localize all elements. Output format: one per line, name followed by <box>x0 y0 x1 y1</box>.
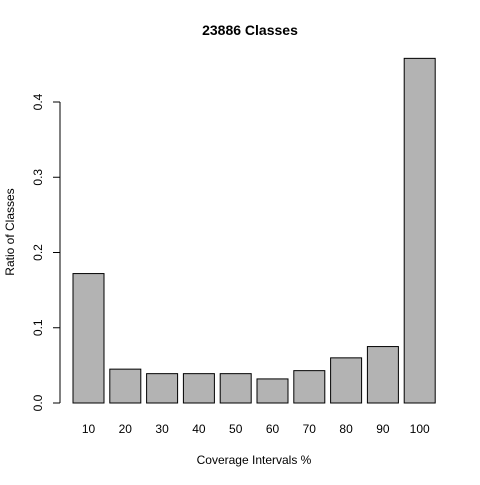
bar <box>330 357 363 404</box>
x-tick-label: 50 <box>229 422 243 436</box>
x-axis-label: Coverage Intervals % <box>197 453 312 467</box>
chart-title: 23886 Classes <box>202 22 298 38</box>
x-tick-label: 100 <box>410 422 430 436</box>
y-tick-label: 0.2 <box>31 244 45 261</box>
y-tick-label: 0.3 <box>31 169 45 186</box>
bar <box>219 373 252 404</box>
x-tick-label: 20 <box>119 422 133 436</box>
x-tick-label: 40 <box>192 422 206 436</box>
y-axis: 0.0 0.1 0.2 0.3 0.4 <box>31 93 61 411</box>
bar <box>293 370 326 404</box>
y-axis-label: Ratio of Classes <box>3 188 17 275</box>
bar <box>109 368 142 404</box>
bars-group <box>72 57 436 404</box>
bar <box>366 346 399 404</box>
x-tick-label: 90 <box>376 422 390 436</box>
x-tick-label: 30 <box>155 422 169 436</box>
bar <box>146 373 179 404</box>
x-tick-label: 10 <box>82 422 96 436</box>
y-tick-label: 0.0 <box>31 394 45 411</box>
x-tick-labels: 10 20 30 40 50 60 70 80 90 100 <box>82 422 430 436</box>
x-tick-label: 80 <box>339 422 353 436</box>
bar <box>72 273 105 404</box>
y-tick-label: 0.4 <box>31 93 45 110</box>
bar <box>256 378 289 404</box>
x-tick-label: 60 <box>266 422 280 436</box>
bar <box>403 57 436 404</box>
bar <box>182 373 215 404</box>
x-tick-label: 70 <box>303 422 317 436</box>
y-tick-label: 0.1 <box>31 319 45 336</box>
